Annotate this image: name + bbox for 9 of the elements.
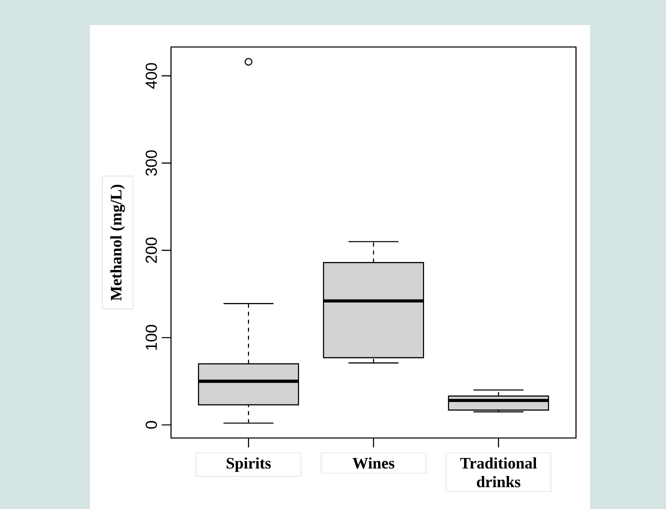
y-tick-label: 0: [146, 421, 157, 429]
y-tick-label: 400: [146, 63, 157, 89]
y-tick-label: 200: [146, 238, 157, 263]
x-tick-label: Wines: [352, 457, 394, 469]
y-tick-label: 100: [146, 324, 157, 350]
y-tick-label: 300: [146, 150, 157, 176]
x-tick-label: Traditional drinks: [460, 457, 537, 488]
y-axis-title: Methanol (mg/L): [110, 184, 125, 301]
x-tick-label: Spirits: [226, 457, 271, 472]
